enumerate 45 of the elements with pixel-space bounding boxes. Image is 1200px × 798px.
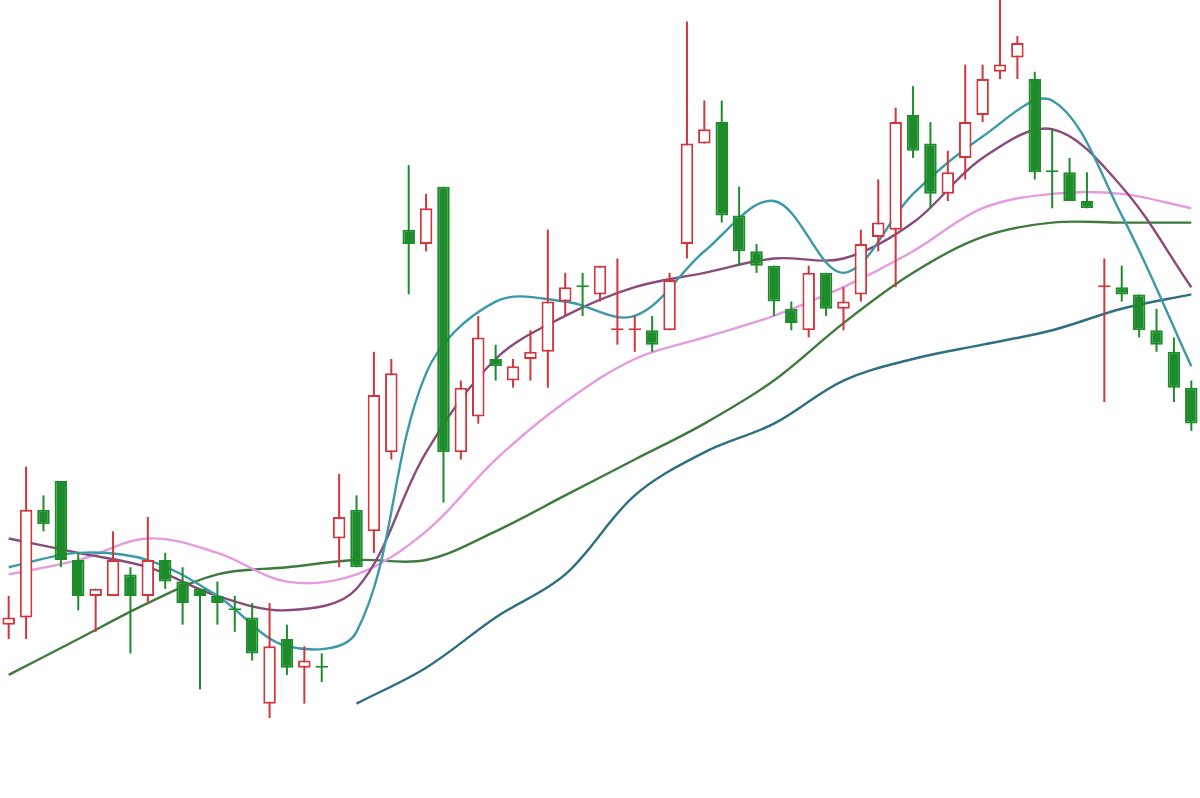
candlestick: [837, 286, 850, 332]
candlestick: [489, 343, 502, 382]
candlestick: [767, 264, 781, 317]
candlestick: [1132, 293, 1146, 339]
candlestick: [854, 228, 868, 303]
candlestick: [402, 164, 415, 296]
candlestick: [176, 566, 189, 626]
candlestick: [924, 121, 937, 210]
candlestick: [211, 580, 224, 626]
candlestick: [1063, 156, 1076, 203]
candlestick: [593, 264, 607, 303]
candlestick: [298, 645, 311, 705]
candlestick: [419, 192, 433, 253]
candlestick: [663, 271, 676, 332]
candlestick: [245, 602, 259, 662]
candlestick: [106, 530, 120, 597]
candlestick: [89, 587, 102, 633]
candlestick: [645, 314, 659, 353]
candlestick: [1115, 264, 1128, 303]
candlestick: [958, 63, 972, 181]
candlestick: [37, 494, 50, 533]
candlestick: [906, 85, 920, 159]
candlestick: [1185, 379, 1198, 432]
candlestick: [558, 271, 572, 317]
candlestick: [280, 623, 294, 676]
candlestick: [332, 472, 346, 569]
candlestick: [872, 178, 885, 253]
candlestick: [524, 329, 537, 382]
candlestick: [72, 551, 85, 612]
candlestick: [2, 594, 15, 641]
candlestick: [750, 243, 763, 274]
candlestick: [541, 228, 555, 389]
candlestick: [1150, 307, 1163, 353]
candlestick: [158, 551, 172, 590]
candlestick: [141, 515, 155, 605]
candlestick: [785, 300, 798, 332]
candlestick: [506, 358, 520, 389]
candlestick: [124, 566, 137, 655]
candlestick: [819, 271, 833, 317]
candlestick: [941, 149, 955, 203]
candlestick: [732, 185, 746, 267]
candlestick: [976, 63, 989, 124]
candlestick: [698, 99, 711, 145]
candlestick: [1167, 336, 1181, 404]
candlestick: [1011, 34, 1024, 80]
